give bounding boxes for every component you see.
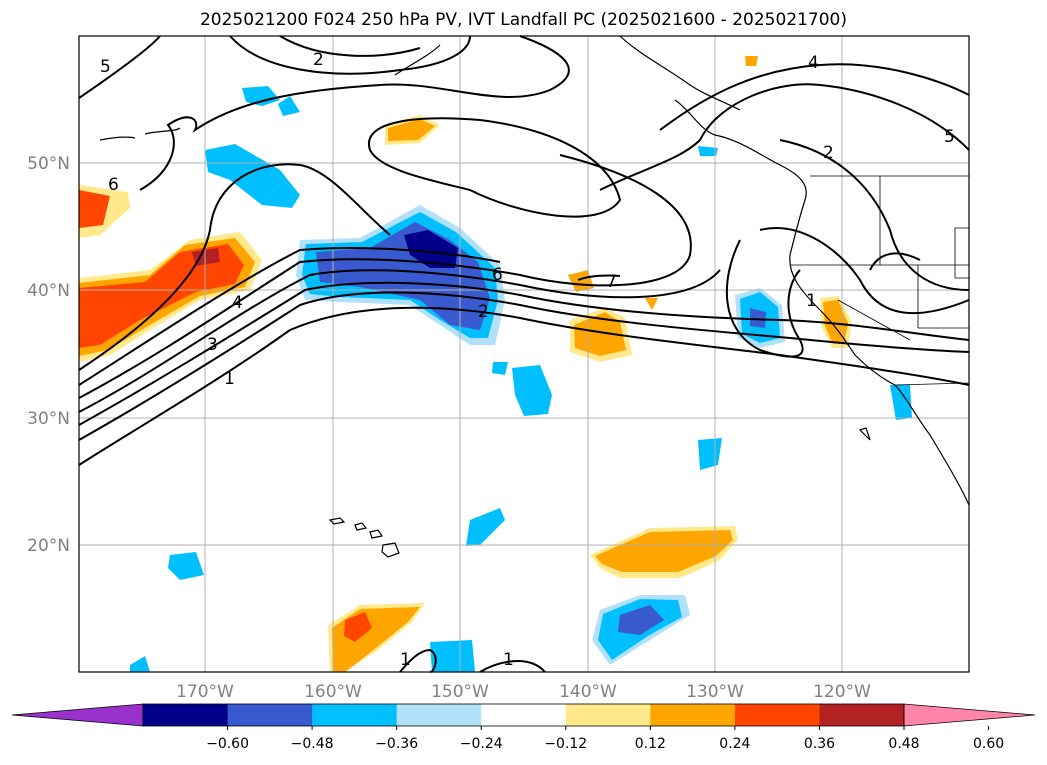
colorbar: −0.60 −0.48 −0.36 −0.24 −0.12 0.12 0.24 0.36 0.4…	[11, 703, 1036, 752]
lat-label: 40°N	[27, 281, 70, 301]
lon-label: 140°W	[559, 682, 617, 702]
colorbar-tick-label: −0.60	[206, 736, 249, 752]
contour-label: 6	[492, 265, 503, 285]
colorbar-segment	[481, 704, 567, 726]
colorbar-tick-label: 0.24	[719, 736, 750, 752]
lat-label: 50°N	[27, 154, 70, 174]
colorbar-tick-label: −0.24	[460, 736, 503, 752]
longitude-labels: 170°W 160°W 150°W 140°W 130°W 120°W	[176, 682, 871, 702]
colorbar-tick-label: 0.60	[973, 736, 1004, 752]
colorbar-segment	[734, 704, 820, 726]
contour-label: 5	[100, 57, 111, 77]
colorbar-tick-label: −0.48	[291, 736, 334, 752]
lon-label: 170°W	[176, 682, 234, 702]
contour-label: 4	[232, 293, 243, 313]
map-title: 2025021200 F024 250 hPa PV, IVT Landfall…	[199, 10, 847, 30]
colorbar-segment	[227, 704, 313, 726]
lon-label: 130°W	[686, 682, 744, 702]
colorbar-segment	[650, 704, 736, 726]
political-borders	[790, 175, 970, 386]
pv-contours	[78, 35, 970, 673]
latitude-labels: 50°N 40°N 30°N 20°N	[27, 154, 70, 556]
map-background	[79, 36, 969, 672]
lon-label: 150°W	[431, 682, 489, 702]
contour-label: 3	[207, 335, 218, 355]
contour-label: 1	[503, 650, 514, 670]
contour-label: 2	[313, 50, 324, 70]
colorbar-segment	[312, 704, 398, 726]
colorbar-tick-label: 0.48	[888, 736, 919, 752]
contour-label: 4	[808, 53, 819, 73]
lat-label: 30°N	[27, 409, 70, 429]
lon-label: 120°W	[813, 682, 871, 702]
colorbar-segment	[143, 704, 229, 726]
colorbar-outline	[142, 703, 905, 727]
map-frame	[78, 35, 970, 673]
contour-label: 2	[823, 143, 834, 163]
colorbar-tick-label: 0.12	[635, 736, 666, 752]
colorbar-segment	[565, 704, 651, 726]
gridlines	[79, 36, 969, 672]
lat-label: 20°N	[27, 536, 70, 556]
contour-label: 2	[478, 302, 489, 322]
contour-label: 5	[944, 127, 955, 147]
contour-label: 6	[108, 175, 119, 195]
colorbar-tick-label: 0.36	[804, 736, 835, 752]
colorbar-tick-label: −0.12	[544, 736, 587, 752]
coastlines	[99, 35, 970, 558]
colorbar-segment	[819, 704, 905, 726]
contour-label: 7	[606, 272, 617, 292]
colorbar-segment	[396, 704, 482, 726]
contour-label: 1	[400, 650, 411, 670]
contour-label: 1	[224, 369, 235, 389]
colorbar-tick-label: −0.36	[375, 736, 418, 752]
colorbar-extend-high	[903, 703, 1036, 727]
lon-label: 160°W	[304, 682, 362, 702]
colorbar-extend-low	[11, 703, 144, 727]
